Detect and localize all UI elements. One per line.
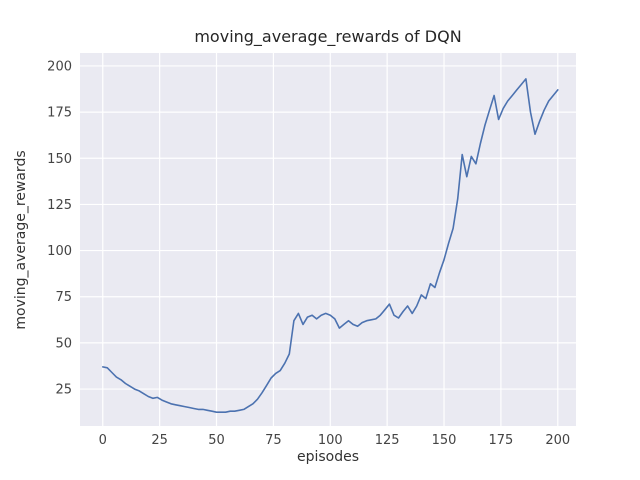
dqn-reward-line	[102, 78, 559, 414]
x-tick-label: 175	[489, 433, 514, 448]
y-tick-label: 75	[55, 290, 72, 305]
y-axis-label: moving_average_rewards	[13, 150, 29, 329]
x-tick-label: 200	[545, 433, 570, 448]
x-tick-label: 100	[318, 433, 343, 448]
y-tick-label: 25	[55, 383, 72, 398]
x-tick-label: 75	[265, 433, 282, 448]
y-tick-label: 125	[47, 198, 72, 213]
y-tick-label: 100	[47, 244, 72, 259]
y-tick-label: 175	[47, 106, 72, 121]
x-tick-label: 50	[208, 433, 225, 448]
x-tick-label: 125	[375, 433, 400, 448]
x-tick-label: 0	[99, 433, 107, 448]
x-tick-label: 150	[432, 433, 457, 448]
x-tick-label: 25	[151, 433, 168, 448]
plot-area	[80, 53, 576, 426]
y-tick-label: 200	[47, 59, 72, 74]
chart-title: moving_average_rewards of DQN	[194, 27, 461, 47]
plot-layer: 0 25 50 75 100 125 150 175 200 25 50 75 100 125 150 175…	[47, 53, 576, 448]
x-axis-label: episodes	[297, 449, 359, 465]
y-tick-label: 150	[47, 152, 72, 167]
y-tick-label: 50	[55, 336, 72, 351]
